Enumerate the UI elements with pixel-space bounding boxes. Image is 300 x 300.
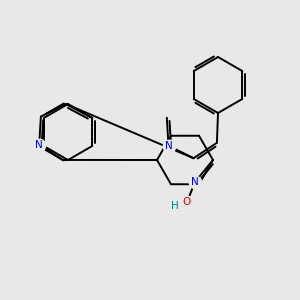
Text: H: H [171,201,179,211]
Text: N: N [35,140,43,149]
Text: O: O [183,197,191,207]
Text: N: N [165,141,172,151]
Text: N: N [191,177,199,187]
